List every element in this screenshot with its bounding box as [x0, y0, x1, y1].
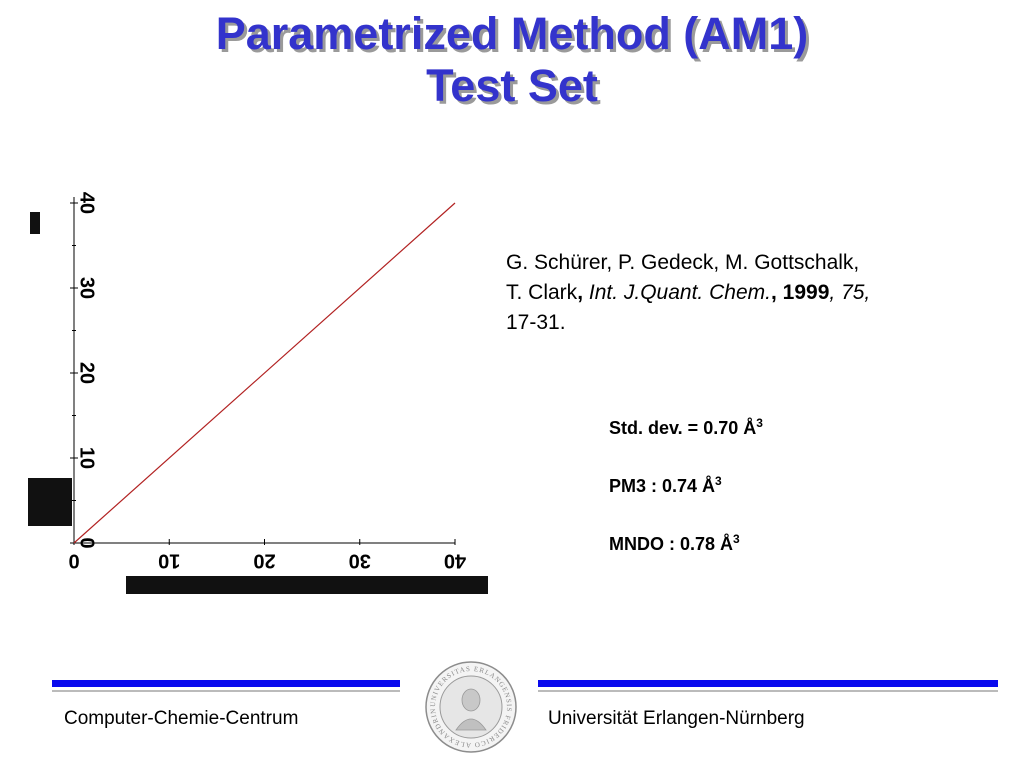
y-axis-title-glyph [28, 478, 72, 526]
footer-bar-right [538, 680, 998, 687]
y-tick-label: 30 [76, 277, 98, 299]
x-tick-label: 0 [68, 550, 79, 572]
std-dev-label: Std. dev. = 0.70 Å [609, 418, 757, 438]
pm3-stat: PM3 : 0.74 Å3 [609, 466, 763, 496]
y-axis-mark-glyph [30, 212, 40, 234]
y-tick-label: 40 [76, 192, 98, 214]
mndo-stat: MNDO : 0.78 Å3 [609, 524, 763, 554]
x-tick-label: 30 [349, 550, 371, 572]
x-tick-label: 40 [444, 550, 466, 572]
citation-authors-line-1: G. Schürer, P. Gedeck, M. Gottschalk, [506, 251, 860, 274]
footer-left-text: Computer-Chemie-Centrum [64, 708, 299, 729]
citation-authors-line-2: T. Clark [506, 281, 578, 304]
title-line-2: Test Set [426, 60, 598, 111]
citation-line-2: T. Clark, Int. J.Quant. Chem., 1999, 75, [506, 278, 1006, 308]
university-seal: UNIVERSITAS ERLANGENSIS FRIDERICO ALEXAN… [421, 654, 518, 754]
citation-volume: 75, [841, 281, 871, 304]
std-dev-exponent: 3 [756, 416, 763, 430]
x-tick-label: 10 [158, 550, 180, 572]
mndo-exponent: 3 [733, 532, 740, 546]
citation-comma-2: , [770, 281, 777, 304]
citation-journal: Int. J.Quant. Chem. [588, 281, 771, 304]
x-tick-label: 20 [253, 550, 275, 572]
pm3-label: PM3 : 0.74 Å [609, 476, 716, 496]
citation-comma-3: , [829, 281, 836, 304]
footer-bar-left-shadow [52, 690, 400, 692]
series-line [73, 202, 456, 544]
footer-bar-left [52, 680, 400, 687]
pm3-exponent: 3 [715, 474, 722, 488]
x-axis-title-glyph [126, 576, 488, 594]
y-tick-label: 10 [76, 447, 98, 469]
footer-bar-right-shadow [538, 690, 998, 692]
citation-year: 1999 [782, 281, 830, 304]
mndo-label: MNDO : 0.78 Å [609, 534, 734, 554]
footer-right-text: Universität Erlangen-Nürnberg [548, 708, 805, 729]
citation-comma-1: , [577, 281, 584, 304]
y-tick-label: 20 [76, 362, 98, 384]
slide-title: Parametrized Method (AM1) Test Set [0, 8, 1024, 112]
title-line-1: Parametrized Method (AM1) [215, 8, 809, 59]
citation-pages: 17-31. [506, 311, 566, 334]
seal-graphic: UNIVERSITAS ERLANGENSIS FRIDERICO ALEXAN… [421, 654, 517, 753]
stats-block: Std. dev. = 0.70 Å3 PM3 : 0.74 Å3 MNDO :… [609, 408, 763, 582]
citation: G. Schürer, P. Gedeck, M. Gottschalk, T.… [506, 248, 1006, 338]
std-dev-stat: Std. dev. = 0.70 Å3 [609, 408, 763, 438]
y-tick-label: 0 [76, 537, 98, 548]
